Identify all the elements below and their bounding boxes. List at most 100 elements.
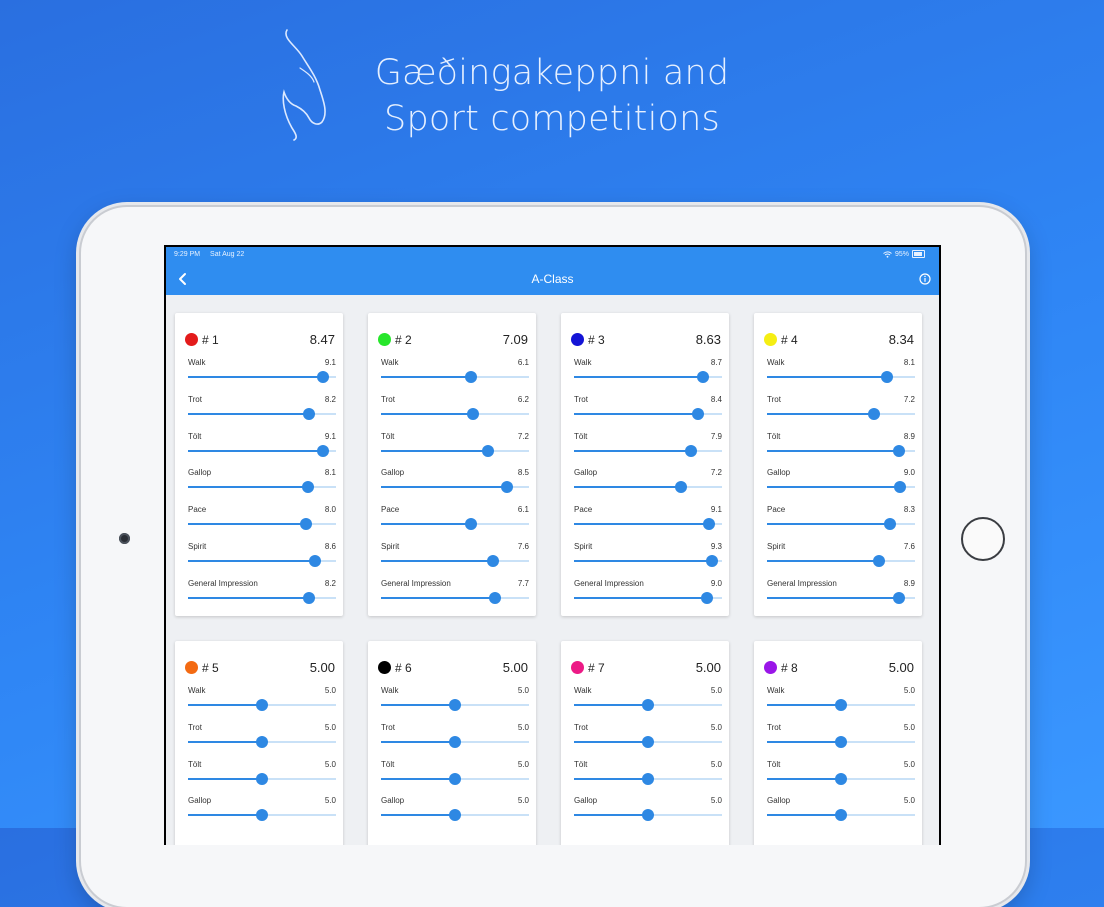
slider-track[interactable]: [188, 555, 336, 567]
slider-thumb[interactable]: [835, 735, 847, 748]
slider-track[interactable]: [188, 518, 336, 531]
slider-track[interactable]: [574, 444, 722, 457]
slider-track[interactable]: [574, 699, 722, 711]
slider-track[interactable]: [381, 809, 529, 822]
slider-track[interactable]: [188, 809, 336, 822]
slider-thumb[interactable]: [642, 809, 654, 822]
slider-fill: [574, 523, 709, 526]
slider-thumb[interactable]: [303, 407, 316, 420]
slider-thumb[interactable]: [256, 772, 268, 785]
slider-track[interactable]: [574, 555, 722, 567]
slider-thumb[interactable]: [303, 591, 316, 604]
slider-track[interactable]: [767, 518, 915, 531]
slider-thumb[interactable]: [642, 772, 654, 785]
slider-track[interactable]: [188, 444, 336, 457]
slider-track[interactable]: [381, 407, 529, 420]
slider-thumb[interactable]: [449, 699, 461, 711]
slider-thumb[interactable]: [449, 735, 461, 748]
slider-thumb[interactable]: [256, 809, 268, 822]
slider-track[interactable]: [767, 699, 915, 711]
slider-track[interactable]: [381, 591, 529, 604]
slider-thumb[interactable]: [256, 699, 268, 711]
slider-track[interactable]: [767, 444, 915, 457]
score-label: Walk: [188, 686, 206, 695]
slider-thumb[interactable]: [500, 481, 513, 494]
info-icon[interactable]: [919, 273, 931, 285]
slider-track[interactable]: [188, 699, 336, 711]
slider-thumb[interactable]: [465, 518, 478, 531]
slider-fill: [381, 560, 494, 562]
slider-track[interactable]: [188, 407, 336, 420]
score-label: Pace: [574, 505, 593, 515]
slider-thumb[interactable]: [309, 555, 322, 567]
slider-track[interactable]: [767, 371, 915, 383]
slider-thumb[interactable]: [702, 518, 715, 531]
slider-fill: [188, 412, 310, 415]
slider-track[interactable]: [574, 809, 722, 822]
slider-track[interactable]: [767, 809, 915, 822]
slider-thumb[interactable]: [466, 407, 479, 420]
slider-thumb[interactable]: [481, 444, 494, 457]
slider-track[interactable]: [767, 481, 915, 494]
slider-thumb[interactable]: [256, 735, 268, 748]
slider-track[interactable]: [188, 591, 336, 604]
score-value: 5.0: [710, 796, 722, 806]
slider-thumb[interactable]: [487, 555, 500, 567]
slider-track[interactable]: [381, 518, 529, 531]
slider-track[interactable]: [381, 444, 529, 457]
slider-thumb[interactable]: [835, 809, 847, 822]
slider-fill: [381, 740, 455, 743]
slider-track[interactable]: [767, 735, 915, 748]
slider-thumb[interactable]: [880, 371, 893, 383]
slider-track[interactable]: [574, 481, 722, 494]
slider-track[interactable]: [381, 371, 529, 383]
slider-track[interactable]: [767, 772, 915, 785]
slider-thumb[interactable]: [301, 481, 314, 494]
slider-thumb[interactable]: [642, 735, 654, 748]
slider-track[interactable]: [381, 772, 529, 785]
slider-thumb[interactable]: [894, 481, 907, 494]
slider-thumb[interactable]: [642, 699, 654, 711]
slider-track[interactable]: [767, 555, 915, 567]
slider-thumb[interactable]: [449, 772, 461, 785]
slider-thumb[interactable]: [488, 591, 501, 604]
slider-thumb[interactable]: [674, 481, 687, 494]
slider-track[interactable]: [381, 555, 529, 567]
slider-thumb[interactable]: [449, 809, 461, 822]
slider-track[interactable]: [381, 481, 529, 494]
slider-track[interactable]: [574, 371, 722, 383]
slider-thumb[interactable]: [300, 518, 313, 531]
slider-thumb[interactable]: [701, 591, 714, 604]
slider-thumb[interactable]: [316, 444, 329, 457]
slider-track[interactable]: [574, 735, 722, 748]
slider-thumb[interactable]: [867, 407, 880, 420]
score-slider-row: General Impression 7.7: [381, 579, 529, 616]
chevron-left-icon[interactable]: [176, 271, 190, 287]
slider-track[interactable]: [767, 591, 915, 604]
slider-thumb[interactable]: [465, 371, 478, 383]
slider-track[interactable]: [381, 699, 529, 711]
score-slider-row: Walk 5.0: [188, 686, 336, 723]
slider-thumb[interactable]: [873, 555, 886, 567]
slider-track[interactable]: [381, 735, 529, 748]
slider-thumb[interactable]: [696, 371, 709, 383]
slider-thumb[interactable]: [892, 591, 905, 604]
slider-track[interactable]: [574, 518, 722, 531]
slider-thumb[interactable]: [316, 371, 329, 383]
slider-thumb[interactable]: [705, 555, 718, 567]
slider-track[interactable]: [188, 735, 336, 748]
slider-thumb[interactable]: [684, 444, 697, 457]
slider-track[interactable]: [188, 481, 336, 494]
slider-track[interactable]: [767, 407, 915, 420]
slider-thumb[interactable]: [892, 444, 905, 457]
slider-thumb[interactable]: [883, 518, 896, 531]
slider-track[interactable]: [574, 407, 722, 420]
slider-track[interactable]: [574, 591, 722, 604]
slider-track[interactable]: [188, 772, 336, 785]
slider-thumb[interactable]: [835, 772, 847, 785]
slider-thumb[interactable]: [692, 407, 705, 420]
slider-thumb[interactable]: [835, 699, 847, 711]
score-value: 5.0: [710, 759, 722, 769]
slider-track[interactable]: [188, 371, 336, 383]
slider-track[interactable]: [574, 772, 722, 785]
